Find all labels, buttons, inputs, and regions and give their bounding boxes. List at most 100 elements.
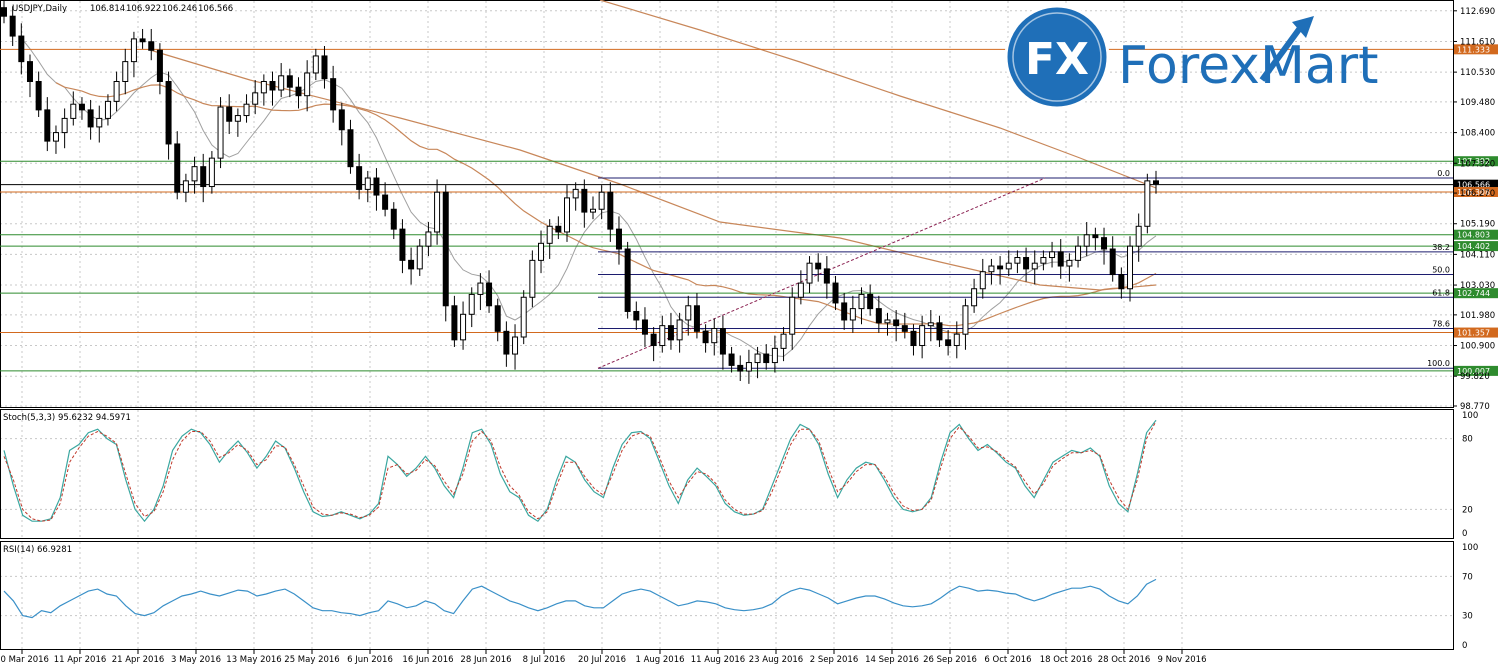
date-tick-label: 9 Nov 2016 xyxy=(1157,655,1206,665)
price-panel-frame xyxy=(0,0,1454,408)
bull-candle xyxy=(529,259,536,298)
bull-candle xyxy=(468,293,475,315)
level-badge-label: 102.744 xyxy=(1457,289,1490,298)
bull-candle xyxy=(1066,259,1073,267)
level-label: 0 xyxy=(1462,641,1467,651)
price-tick-label: 108.400 xyxy=(1460,129,1495,139)
bear-candle xyxy=(1109,248,1116,276)
bull-candle xyxy=(70,103,77,119)
level-badge xyxy=(1454,365,1498,376)
bear-candle xyxy=(1153,180,1159,185)
symbol-label: USDJPY,Daily xyxy=(12,4,67,14)
bear-candle xyxy=(442,191,449,307)
stoch-main-line xyxy=(3,419,1157,523)
bull-candle xyxy=(1083,234,1090,247)
bear-candle xyxy=(1118,274,1125,290)
level-badge-label: 106.308 xyxy=(1457,188,1490,197)
level-badge-label: 106.566 xyxy=(1457,181,1490,190)
stoch-lines xyxy=(3,419,1157,523)
bear-candle xyxy=(763,353,770,364)
price-tick-label: 103.030 xyxy=(1460,281,1495,291)
price-tick-label: 110.530 xyxy=(1460,68,1495,78)
rsi-line xyxy=(3,578,1157,619)
bull-candle xyxy=(96,117,103,128)
bull-candle xyxy=(182,180,189,193)
bull-candle xyxy=(434,191,441,233)
bear-candle xyxy=(269,80,276,91)
level-badge xyxy=(1454,186,1498,197)
bear-candle xyxy=(893,319,900,327)
bull-candle xyxy=(1135,225,1142,247)
bear-candle xyxy=(347,129,354,168)
bull-candle xyxy=(979,271,986,290)
fib-label: 38.2 xyxy=(1432,243,1450,252)
bull-candle xyxy=(61,117,68,134)
ohlc-high: 106.922 xyxy=(126,4,161,14)
fib-label: 78.6 xyxy=(1432,319,1450,328)
bear-candle xyxy=(78,103,85,111)
forexmart-logo: FX ForexMart xyxy=(1004,4,1378,110)
bear-candle xyxy=(728,353,735,366)
bull-candle xyxy=(243,103,250,117)
date-tick-label: 13 May 2016 xyxy=(226,655,281,665)
bull-candle xyxy=(589,208,596,213)
bear-candle xyxy=(867,293,874,310)
price-tick-label: 112.690 xyxy=(1460,7,1495,17)
stoch-signal-line xyxy=(3,421,1157,522)
level-badge-label: 104.803 xyxy=(1457,231,1490,240)
bear-candle xyxy=(1023,257,1030,270)
date-tick-label: 20 Jul 2016 xyxy=(578,655,626,665)
bear-candle xyxy=(1057,251,1064,267)
bull-candle xyxy=(1040,257,1047,264)
fib-label: 50.0 xyxy=(1432,266,1450,275)
bull-candle xyxy=(962,305,969,335)
bear-candle xyxy=(997,265,1004,270)
bear-candle xyxy=(486,282,493,307)
level-badge xyxy=(1454,179,1498,190)
bear-candle xyxy=(607,191,614,230)
price-tick-label: 101.980 xyxy=(1460,311,1495,321)
bull-candle xyxy=(849,308,856,321)
bear-candle xyxy=(555,225,562,233)
bear-candle xyxy=(1,7,7,17)
bull-candle xyxy=(797,282,804,298)
price-tick-label: 107.320 xyxy=(1460,159,1495,169)
bull-candle xyxy=(538,242,545,261)
level-badge-label: 100.007 xyxy=(1457,367,1490,376)
bull-candle xyxy=(191,166,198,182)
bull-candle xyxy=(927,322,934,327)
bull-candle xyxy=(1144,180,1151,227)
ohlc-close: 106.566 xyxy=(198,4,233,14)
bear-candle xyxy=(156,49,163,82)
fib-label: 100.0 xyxy=(1427,359,1450,368)
bull-candle xyxy=(858,293,865,310)
bull-candle xyxy=(1127,245,1134,290)
ma-slow-line xyxy=(149,49,1157,291)
price-tick-label: 105.190 xyxy=(1460,220,1495,230)
ma-fast-line xyxy=(20,37,1157,358)
bear-candle xyxy=(139,38,146,43)
fib-label: 61.8 xyxy=(1432,288,1450,297)
bull-candle xyxy=(252,92,259,105)
bear-candle xyxy=(26,61,33,82)
date-axis: 30 Mar 2016 11 Apr 2016 21 Apr 2016 3 May 2… xyxy=(0,650,1207,665)
bull-candle xyxy=(676,319,683,341)
bull-candle xyxy=(1075,245,1082,261)
bull-candle xyxy=(1014,257,1021,264)
price-tick-label: 104.110 xyxy=(1460,250,1495,260)
ohlc-open: 106.814 xyxy=(90,4,125,14)
brand-name: ForexMart xyxy=(1118,36,1378,96)
date-tick-label: 6 Oct 2016 xyxy=(984,655,1031,665)
logo-arrow-head-icon xyxy=(1292,16,1314,38)
date-tick-label: 23 Aug 2016 xyxy=(749,655,803,665)
bear-candle xyxy=(408,259,415,270)
bear-candle xyxy=(936,322,943,341)
level-label: 0 xyxy=(1462,529,1467,539)
bear-candle xyxy=(641,319,648,335)
bull-candle xyxy=(572,188,579,199)
date-tick-label: 14 Sep 2016 xyxy=(865,655,919,665)
date-tick-label: 25 May 2016 xyxy=(284,655,339,665)
bull-candle xyxy=(711,327,718,344)
bear-candle xyxy=(1101,237,1108,250)
